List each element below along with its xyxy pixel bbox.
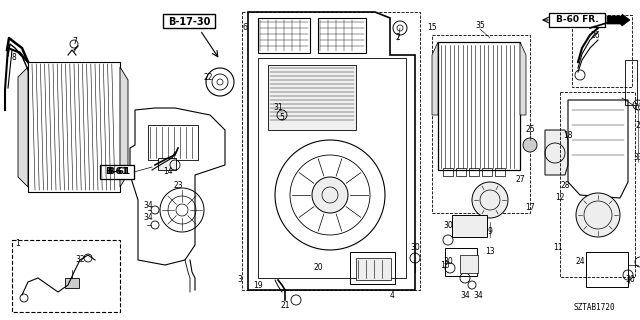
- Text: 14: 14: [163, 167, 173, 177]
- Text: 13: 13: [485, 247, 495, 257]
- Text: 34: 34: [143, 213, 153, 222]
- Text: 24: 24: [575, 258, 585, 267]
- Text: 28: 28: [560, 180, 570, 189]
- Polygon shape: [312, 177, 348, 213]
- Text: 30: 30: [625, 276, 635, 284]
- Text: 8: 8: [12, 53, 17, 62]
- Polygon shape: [576, 193, 620, 237]
- Text: 9: 9: [488, 228, 492, 236]
- Text: 31: 31: [273, 103, 283, 113]
- Bar: [148, 125, 198, 160]
- Bar: [350, 252, 395, 284]
- Text: 32: 32: [75, 255, 85, 265]
- Text: 33: 33: [633, 154, 640, 163]
- Text: 16: 16: [633, 103, 640, 113]
- Bar: [65, 278, 79, 288]
- Text: 10: 10: [440, 260, 450, 269]
- Text: 18: 18: [563, 131, 573, 140]
- Text: 23: 23: [173, 180, 183, 189]
- Text: 1: 1: [15, 238, 20, 247]
- Bar: [456, 168, 466, 176]
- Text: 6: 6: [243, 23, 248, 33]
- Text: 21: 21: [280, 300, 290, 309]
- Text: 19: 19: [253, 281, 263, 290]
- Bar: [469, 168, 479, 176]
- Text: 15: 15: [427, 23, 437, 33]
- Bar: [158, 158, 176, 170]
- Text: SZTAB1720: SZTAB1720: [573, 303, 615, 313]
- Bar: [28, 62, 120, 192]
- Text: 34: 34: [143, 201, 153, 210]
- Bar: [163, 14, 215, 28]
- Polygon shape: [18, 67, 28, 187]
- Bar: [482, 168, 492, 176]
- Text: 34: 34: [473, 291, 483, 300]
- Text: 25: 25: [525, 125, 535, 134]
- Bar: [560, 92, 635, 277]
- Bar: [12, 240, 120, 312]
- Text: B-60 FR.: B-60 FR.: [556, 15, 598, 25]
- Bar: [625, 60, 637, 105]
- Text: 26: 26: [590, 30, 600, 39]
- Bar: [549, 13, 605, 27]
- Bar: [438, 42, 520, 170]
- Text: B-17-30: B-17-30: [168, 17, 210, 27]
- Bar: [100, 165, 134, 179]
- Text: 30: 30: [410, 244, 420, 252]
- Text: 17: 17: [525, 204, 535, 212]
- Bar: [432, 35, 530, 213]
- Bar: [318, 18, 366, 53]
- Text: 35: 35: [475, 20, 485, 29]
- Text: 22: 22: [204, 74, 212, 83]
- Bar: [443, 168, 453, 176]
- Bar: [258, 18, 310, 53]
- Bar: [586, 252, 628, 287]
- Text: 7: 7: [72, 37, 77, 46]
- Bar: [445, 248, 477, 276]
- Polygon shape: [432, 42, 438, 115]
- Polygon shape: [523, 138, 537, 152]
- Bar: [104, 165, 134, 179]
- Bar: [356, 258, 391, 280]
- Bar: [572, 15, 632, 87]
- Text: 30: 30: [443, 220, 453, 229]
- Text: 5: 5: [280, 114, 284, 123]
- Polygon shape: [520, 42, 526, 115]
- Bar: [452, 215, 487, 237]
- Text: B-61: B-61: [106, 167, 129, 177]
- Bar: [258, 58, 406, 278]
- Text: 3: 3: [237, 276, 243, 284]
- Polygon shape: [545, 130, 568, 175]
- Text: 20: 20: [313, 263, 323, 273]
- Text: 34: 34: [460, 291, 470, 300]
- Text: 29: 29: [635, 121, 640, 130]
- Text: B-61: B-61: [108, 167, 131, 177]
- Text: 12: 12: [556, 194, 564, 203]
- Text: 30: 30: [443, 258, 453, 267]
- Text: 27: 27: [515, 175, 525, 185]
- Polygon shape: [120, 67, 128, 187]
- Bar: [495, 168, 505, 176]
- Bar: [242, 12, 420, 290]
- Text: 2: 2: [396, 34, 401, 43]
- Polygon shape: [472, 182, 508, 218]
- Text: 4: 4: [390, 291, 394, 300]
- FancyArrow shape: [607, 14, 630, 26]
- Text: 11: 11: [553, 244, 563, 252]
- Bar: [268, 65, 356, 130]
- Bar: [460, 255, 478, 273]
